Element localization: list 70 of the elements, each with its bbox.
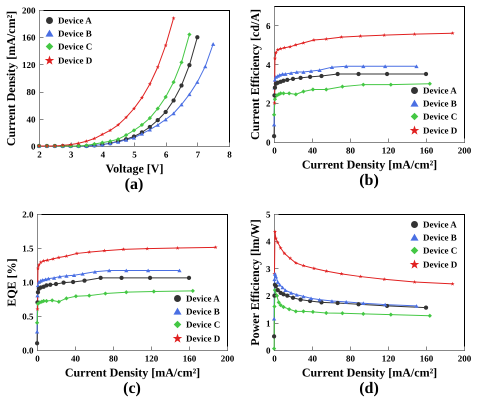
legend-label: Device C xyxy=(58,42,92,52)
legend-label: Device C xyxy=(423,112,458,122)
x-tick-label: 80 xyxy=(109,354,118,364)
x-tick-label: 40 xyxy=(308,354,318,364)
x-tick-label: 80 xyxy=(346,354,356,364)
y-tick-label: 40 xyxy=(26,114,36,124)
y-tick-label: 80 xyxy=(26,87,36,98)
y-tick-label: 0.5 xyxy=(22,312,34,322)
legend-label: Device A xyxy=(58,16,92,26)
y-tick-label: 0 xyxy=(266,138,271,148)
text: (c) xyxy=(123,380,141,397)
x-tick-label: 160 xyxy=(420,354,434,364)
legend-label: Device C xyxy=(423,246,458,256)
legend-label: Device B xyxy=(423,98,457,108)
legend-label: Device D xyxy=(423,126,458,136)
x-tick-label: 160 xyxy=(182,354,197,364)
legend-label: Device B xyxy=(186,306,220,316)
x-tick-label: 40 xyxy=(71,354,80,364)
legend-label: Device D xyxy=(58,56,93,66)
x-tick-label: 2 xyxy=(37,150,42,160)
text: (a) xyxy=(124,176,144,193)
y-tick-label: 1.0 xyxy=(22,278,34,288)
x-tick-label: 7 xyxy=(196,150,201,160)
x-tick-label: 40 xyxy=(308,146,318,156)
legend-label: Device D xyxy=(423,260,458,270)
x-tick-label: 120 xyxy=(382,146,396,156)
y-tick-label: 160 xyxy=(22,32,36,43)
legend-label: Device B xyxy=(58,28,92,38)
legend-label: Device A xyxy=(423,86,458,96)
y-tick-label: 1 xyxy=(266,318,271,328)
y-axis-title: Power Efficiency [lm/W] xyxy=(248,219,262,346)
y-tick-label: 200 xyxy=(22,6,36,16)
legend-label: Device B xyxy=(423,232,457,242)
x-tick-label: 3 xyxy=(68,150,74,160)
legend-label: Device A xyxy=(186,294,220,304)
y-tick-label: 6 xyxy=(266,20,271,31)
x-tick-label: 120 xyxy=(382,354,396,364)
x-axis-title: Voltage [V] xyxy=(106,162,164,176)
y-tick-label: 2 xyxy=(266,98,271,109)
y-tick-label: 2 xyxy=(266,291,271,302)
x-axis-title: Current Density [mA/cm²] xyxy=(302,366,438,380)
y-tick-label: 4 xyxy=(266,236,271,247)
y-tick-label: 1.5 xyxy=(22,244,34,254)
y-tick-label: 5 xyxy=(266,210,271,220)
x-tick-label: 4 xyxy=(100,150,106,160)
y-axis-title: EQE [%] xyxy=(4,258,18,307)
x-tick-label: 80 xyxy=(346,146,356,156)
text: (d) xyxy=(359,380,379,397)
legend-label: Device D xyxy=(186,334,221,344)
x-tick-label: 8 xyxy=(227,150,232,160)
x-tick-label: 200 xyxy=(220,354,235,364)
y-tick-label: 0.0 xyxy=(22,346,34,356)
y-tick-label: 120 xyxy=(22,60,36,70)
y-tick-label: 4 xyxy=(266,60,271,70)
text: (b) xyxy=(359,172,379,189)
x-tick-label: 120 xyxy=(144,354,159,364)
x-tick-label: 160 xyxy=(420,146,434,156)
y-tick-label: 0 xyxy=(266,346,271,356)
y-tick-label: 2.0 xyxy=(22,210,34,220)
x-tick-label: 200 xyxy=(458,354,472,364)
x-tick-label: 200 xyxy=(458,146,472,156)
y-axis-title: Current Efficiency [cd/A] xyxy=(248,8,262,140)
y-axis-title: Current Density [mA/cm²] xyxy=(4,10,18,146)
x-tick-label: 5 xyxy=(132,150,138,160)
x-axis-title: Current Density [mA/cm²] xyxy=(302,158,438,172)
legend-label: Device A xyxy=(423,220,458,230)
legend-label: Device C xyxy=(186,320,220,330)
x-axis-title: Current Density [mA/cm²] xyxy=(64,366,200,380)
y-tick-label: 3 xyxy=(266,264,271,274)
x-tick-label: 6 xyxy=(164,150,169,160)
